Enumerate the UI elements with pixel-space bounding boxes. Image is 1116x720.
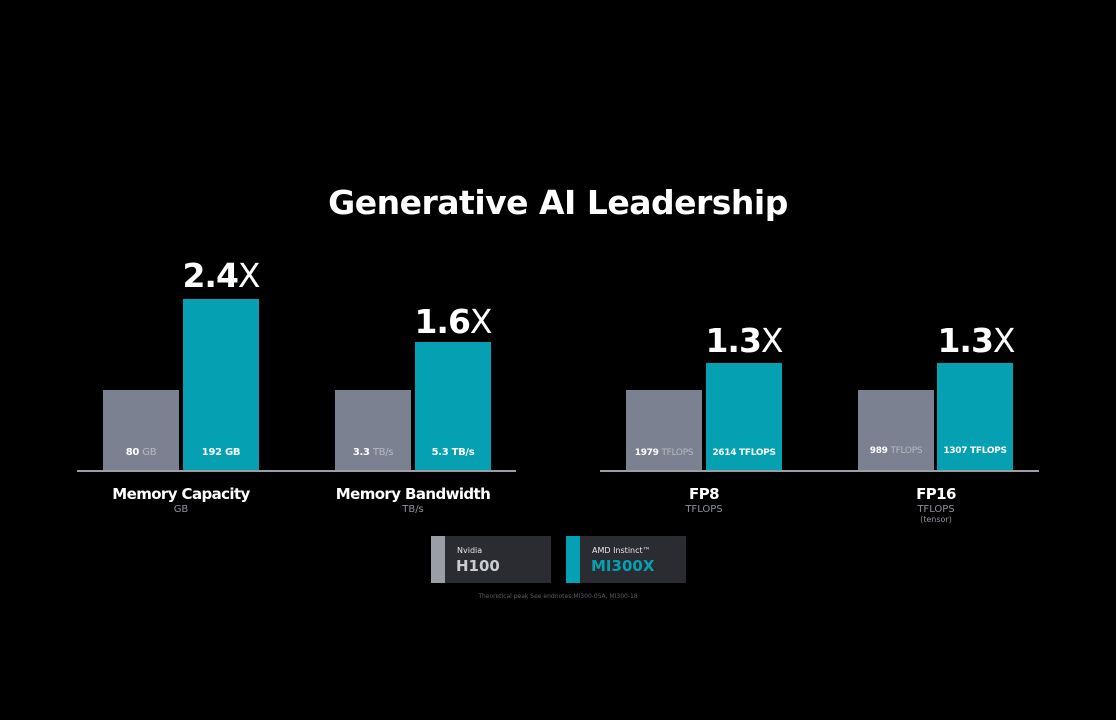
multiplier-value: 1.3 bbox=[937, 321, 993, 360]
bar-label: 3.3 TB/s bbox=[335, 447, 411, 458]
category-name: Memory Bandwidth bbox=[335, 485, 491, 503]
multiplier-fp16: 1.3X bbox=[916, 321, 1036, 360]
bar-value: 989 bbox=[869, 446, 888, 456]
bar-mi300x-fp16: 1307 TFLOPS bbox=[937, 363, 1013, 470]
multiplier-x: X bbox=[760, 321, 784, 360]
bar-h100-memory-capacity: 80 GB bbox=[103, 390, 179, 470]
axis-baseline-left bbox=[77, 470, 516, 472]
bar-unit: TB/s bbox=[372, 447, 394, 458]
bar-label: 192 GB bbox=[183, 447, 259, 458]
bar-label: 1979 TFLOPS bbox=[626, 448, 702, 458]
bar-h100-memory-bandwidth: 3.3 TB/s bbox=[335, 390, 411, 470]
bar-h100-fp16: 989 TFLOPS bbox=[858, 390, 934, 470]
bar-unit: TFLOPS bbox=[890, 446, 923, 456]
category-memory-bandwidth: Memory Bandwidth TB/s bbox=[303, 485, 523, 515]
multiplier-value: 1.6 bbox=[414, 302, 470, 341]
bar-label: 2614 TFLOPS bbox=[706, 448, 782, 458]
multiplier-x: X bbox=[237, 256, 261, 295]
bar-unit: TFLOPS bbox=[970, 446, 1007, 456]
category-unit: TFLOPS bbox=[685, 504, 723, 515]
bar-value: 1979 bbox=[634, 448, 659, 458]
multiplier-value: 1.3 bbox=[705, 321, 761, 360]
bar-label: 80 GB bbox=[103, 447, 179, 458]
category-name: FP16 bbox=[916, 485, 956, 503]
category-unit: GB bbox=[173, 504, 189, 515]
multiplier-x: X bbox=[469, 302, 493, 341]
bar-label: 989 TFLOPS bbox=[858, 446, 934, 456]
category-fp8: FP8 TFLOPS bbox=[594, 485, 814, 515]
category-name: FP8 bbox=[689, 485, 719, 503]
bar-unit: TFLOPS bbox=[739, 448, 776, 458]
legend-vendor: AMD Instinct™ bbox=[592, 546, 651, 555]
chart-title: Generative AI Leadership bbox=[328, 183, 788, 222]
bar-label: 1307 TFLOPS bbox=[937, 446, 1013, 456]
bar-unit: TB/s bbox=[451, 447, 475, 458]
multiplier-memory-bandwidth: 1.6X bbox=[393, 302, 513, 341]
bar-label: 5.3 TB/s bbox=[415, 447, 491, 458]
bar-value: 192 bbox=[201, 447, 222, 458]
bar-unit: GB bbox=[142, 447, 157, 458]
category-name: Memory Capacity bbox=[112, 485, 250, 503]
bar-mi300x-memory-capacity: 192 GB bbox=[183, 299, 259, 470]
bar-unit: TFLOPS bbox=[661, 448, 694, 458]
footnote: Theoretical peak See endnotes:MI300-05A,… bbox=[478, 593, 638, 600]
category-memory-capacity: Memory Capacity GB bbox=[71, 485, 291, 515]
bar-h100-fp8: 1979 TFLOPS bbox=[626, 390, 702, 470]
multiplier-fp8: 1.3X bbox=[684, 321, 804, 360]
bar-value: 3.3 bbox=[352, 447, 370, 458]
legend-item-h100: Nvidia H100 bbox=[431, 536, 551, 583]
axis-baseline-right bbox=[600, 470, 1039, 472]
bar-mi300x-fp8: 2614 TFLOPS bbox=[706, 363, 782, 470]
category-unit: TFLOPS bbox=[917, 504, 955, 515]
legend-product: MI300X bbox=[591, 557, 655, 575]
bar-value: 5.3 bbox=[431, 447, 449, 458]
legend-item-mi300x: AMD Instinct™ MI300X bbox=[566, 536, 686, 583]
category-unit: TB/s bbox=[402, 504, 424, 515]
legend-swatch-mi300x bbox=[566, 536, 580, 583]
bar-mi300x-memory-bandwidth: 5.3 TB/s bbox=[415, 342, 491, 470]
bar-value: 80 bbox=[125, 447, 140, 458]
bar-value: 2614 bbox=[712, 448, 737, 458]
legend-vendor: Nvidia bbox=[457, 546, 483, 555]
category-fp16: FP16 TFLOPS (tensor) bbox=[826, 485, 1046, 524]
multiplier-x: X bbox=[992, 321, 1016, 360]
category-note: (tensor) bbox=[920, 515, 952, 524]
bar-unit: GB bbox=[224, 447, 241, 458]
legend-product: H100 bbox=[456, 557, 500, 575]
legend-swatch-h100 bbox=[431, 536, 445, 583]
multiplier-value: 2.4 bbox=[182, 256, 238, 295]
bar-value: 1307 bbox=[943, 446, 968, 456]
multiplier-memory-capacity: 2.4X bbox=[161, 256, 281, 295]
